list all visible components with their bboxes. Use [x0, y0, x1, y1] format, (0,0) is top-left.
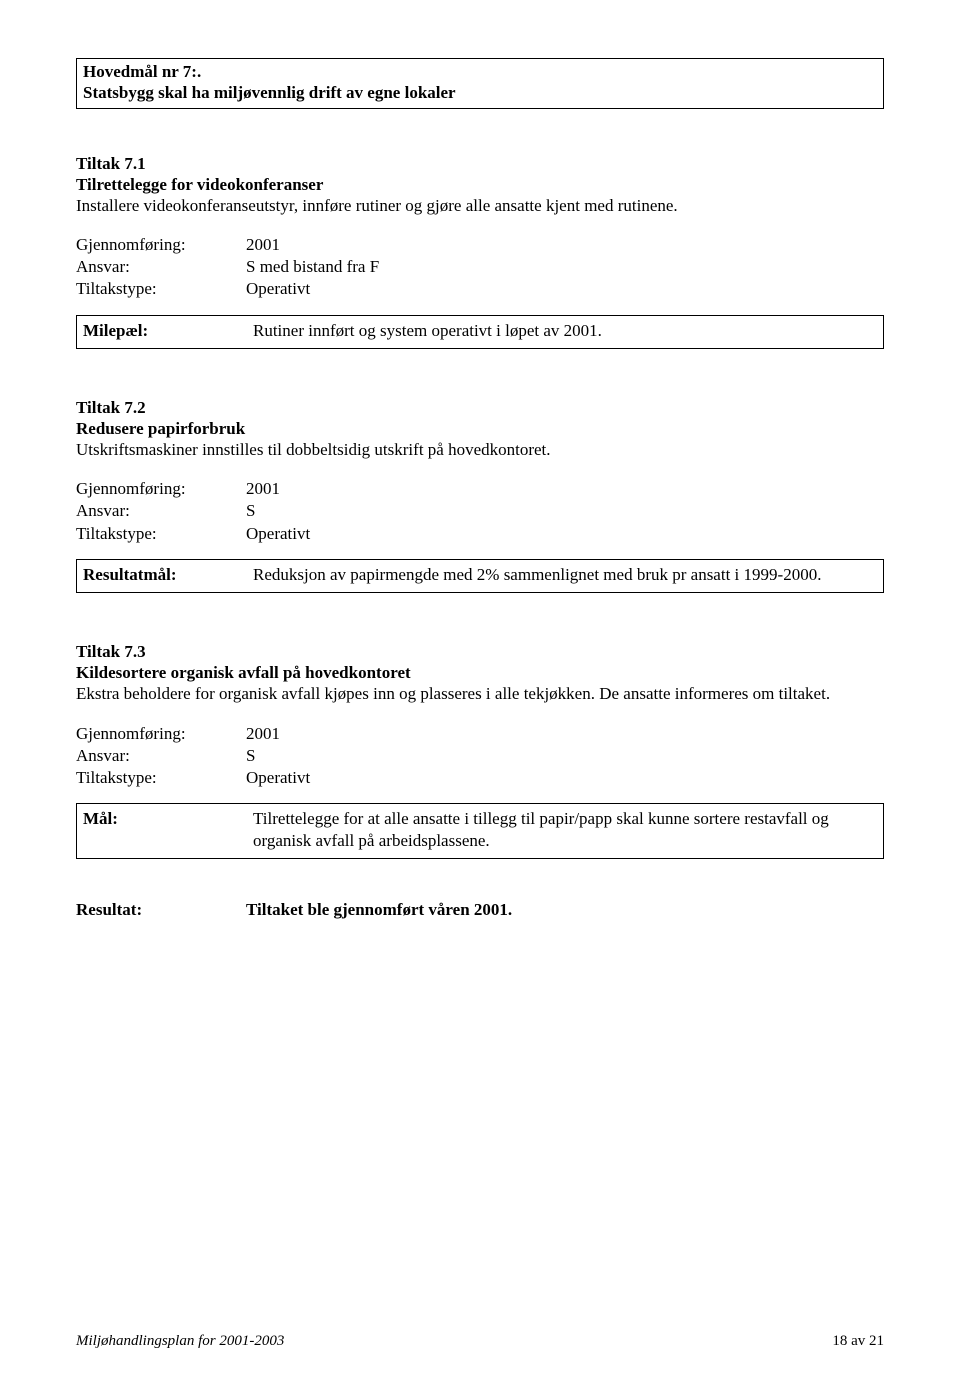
- result-value: Tilrettelegge for at alle ansatte i till…: [253, 808, 877, 852]
- section-title-name: Redusere papirforbruk: [76, 418, 884, 439]
- kv-label: Ansvar:: [76, 500, 246, 522]
- kv-label: Gjennomføring:: [76, 478, 246, 500]
- kv-label: Tiltakstype:: [76, 523, 246, 545]
- kv-label: Gjennomføring:: [76, 234, 246, 256]
- kv-value: S: [246, 500, 884, 522]
- footer-right: 18 av 21: [832, 1333, 884, 1350]
- result-row: Resultat: Tiltaket ble gjennomført våren…: [76, 899, 884, 921]
- section-title-number: Tiltak 7.1: [76, 153, 884, 174]
- kv-block: Gjennomføring: 2001 Ansvar: S med bistan…: [76, 234, 884, 300]
- result-label: Milepæl:: [83, 320, 253, 342]
- section-7-3: Tiltak 7.3 Kildesortere organisk avfall …: [76, 641, 884, 859]
- section-title-name: Kildesortere organisk avfall på hovedkon…: [76, 662, 884, 683]
- kv-label: Ansvar:: [76, 745, 246, 767]
- kv-value: 2001: [246, 723, 884, 745]
- result-row: Mål: Tilrettelegge for at alle ansatte i…: [83, 808, 877, 852]
- kv-value: Operativt: [246, 278, 884, 300]
- kv-label: Tiltakstype:: [76, 278, 246, 300]
- header-box: Hovedmål nr 7:. Statsbygg skal ha miljøv…: [76, 58, 884, 109]
- result-value: Rutiner innført og system operativt i lø…: [253, 320, 877, 342]
- kv-value: S: [246, 745, 884, 767]
- kv-label: Tiltakstype:: [76, 767, 246, 789]
- section-body: Utskriftsmaskiner innstilles til dobbelt…: [76, 439, 884, 460]
- kv-block: Gjennomføring: 2001 Ansvar: S Tiltakstyp…: [76, 478, 884, 544]
- footer-left: Miljøhandlingsplan for 2001-2003: [76, 1333, 284, 1350]
- result-row: Milepæl: Rutiner innført og system opera…: [83, 320, 877, 342]
- kv-row: Tiltakstype: Operativt: [76, 523, 884, 545]
- kv-label: Ansvar:: [76, 256, 246, 278]
- kv-row: Tiltakstype: Operativt: [76, 278, 884, 300]
- kv-row: Gjennomføring: 2001: [76, 723, 884, 745]
- kv-row: Ansvar: S: [76, 745, 884, 767]
- result-box: Milepæl: Rutiner innført og system opera…: [76, 315, 884, 349]
- section-spacer: [76, 593, 884, 641]
- kv-row: Ansvar: S: [76, 500, 884, 522]
- result-label: Resultatmål:: [83, 564, 253, 586]
- section-spacer: [76, 349, 884, 397]
- standalone-result: Resultat: Tiltaket ble gjennomført våren…: [76, 899, 884, 921]
- section-title-number: Tiltak 7.2: [76, 397, 884, 418]
- result-label: Mål:: [83, 808, 253, 852]
- result-value: Reduksjon av papirmengde med 2% sammenli…: [253, 564, 877, 586]
- section-7-2: Tiltak 7.2 Redusere papirforbruk Utskrif…: [76, 397, 884, 593]
- kv-row: Tiltakstype: Operativt: [76, 767, 884, 789]
- kv-value: S med bistand fra F: [246, 256, 884, 278]
- kv-block: Gjennomføring: 2001 Ansvar: S Tiltakstyp…: [76, 723, 884, 789]
- kv-value: Operativt: [246, 767, 884, 789]
- section-title-number: Tiltak 7.3: [76, 641, 884, 662]
- result-value: Tiltaket ble gjennomført våren 2001.: [246, 899, 884, 921]
- page-footer: Miljøhandlingsplan for 2001-2003 18 av 2…: [76, 1333, 884, 1350]
- kv-row: Ansvar: S med bistand fra F: [76, 256, 884, 278]
- kv-label: Gjennomføring:: [76, 723, 246, 745]
- section-7-1: Tiltak 7.1 Tilrettelegge for videokonfer…: [76, 153, 884, 349]
- section-body: Ekstra beholdere for organisk avfall kjø…: [76, 683, 884, 704]
- kv-row: Gjennomføring: 2001: [76, 478, 884, 500]
- kv-row: Gjennomføring: 2001: [76, 234, 884, 256]
- result-box: Resultatmål: Reduksjon av papirmengde me…: [76, 559, 884, 593]
- kv-value: Operativt: [246, 523, 884, 545]
- header-line-2: Statsbygg skal ha miljøvennlig drift av …: [83, 82, 877, 103]
- result-label: Resultat:: [76, 899, 246, 921]
- kv-value: 2001: [246, 234, 884, 256]
- page: Hovedmål nr 7:. Statsbygg skal ha miljøv…: [0, 0, 960, 1390]
- section-body: Installere videokonferanseutstyr, innfør…: [76, 195, 884, 216]
- result-row: Resultatmål: Reduksjon av papirmengde me…: [83, 564, 877, 586]
- header-line-1: Hovedmål nr 7:.: [83, 61, 877, 82]
- section-title-name: Tilrettelegge for videokonferanser: [76, 174, 884, 195]
- result-box: Mål: Tilrettelegge for at alle ansatte i…: [76, 803, 884, 859]
- kv-value: 2001: [246, 478, 884, 500]
